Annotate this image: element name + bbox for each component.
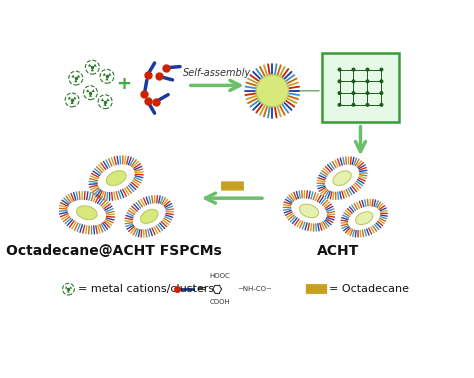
Circle shape [337,103,342,107]
Ellipse shape [333,171,351,186]
Text: ACHT: ACHT [317,244,360,258]
Text: Self-assembly: Self-assembly [183,68,251,78]
Circle shape [256,75,289,107]
Circle shape [365,103,369,107]
Circle shape [365,79,369,83]
Circle shape [337,79,342,83]
Ellipse shape [76,206,97,220]
Circle shape [352,91,356,95]
Circle shape [365,91,369,95]
Circle shape [337,91,342,95]
Circle shape [352,68,356,71]
Text: +: + [116,74,131,93]
Circle shape [379,68,383,71]
Ellipse shape [106,171,126,186]
Text: = Octadecane: = Octadecane [329,284,409,294]
Ellipse shape [356,212,373,225]
Circle shape [379,103,383,107]
Circle shape [337,68,342,71]
Circle shape [379,91,383,95]
Text: ~NH-CO~: ~NH-CO~ [237,286,272,292]
Ellipse shape [140,209,158,223]
Ellipse shape [300,204,319,218]
Text: = metal cations/clusters: = metal cations/clusters [78,284,214,294]
Circle shape [352,79,356,83]
Text: HOOC: HOOC [210,273,231,279]
Circle shape [352,103,356,107]
Text: Octadecane@ACHT FSPCMs: Octadecane@ACHT FSPCMs [7,244,222,258]
Text: =: = [197,284,206,294]
Circle shape [379,79,383,83]
FancyBboxPatch shape [322,53,399,122]
Text: COOH: COOH [210,299,231,305]
Circle shape [365,68,369,71]
